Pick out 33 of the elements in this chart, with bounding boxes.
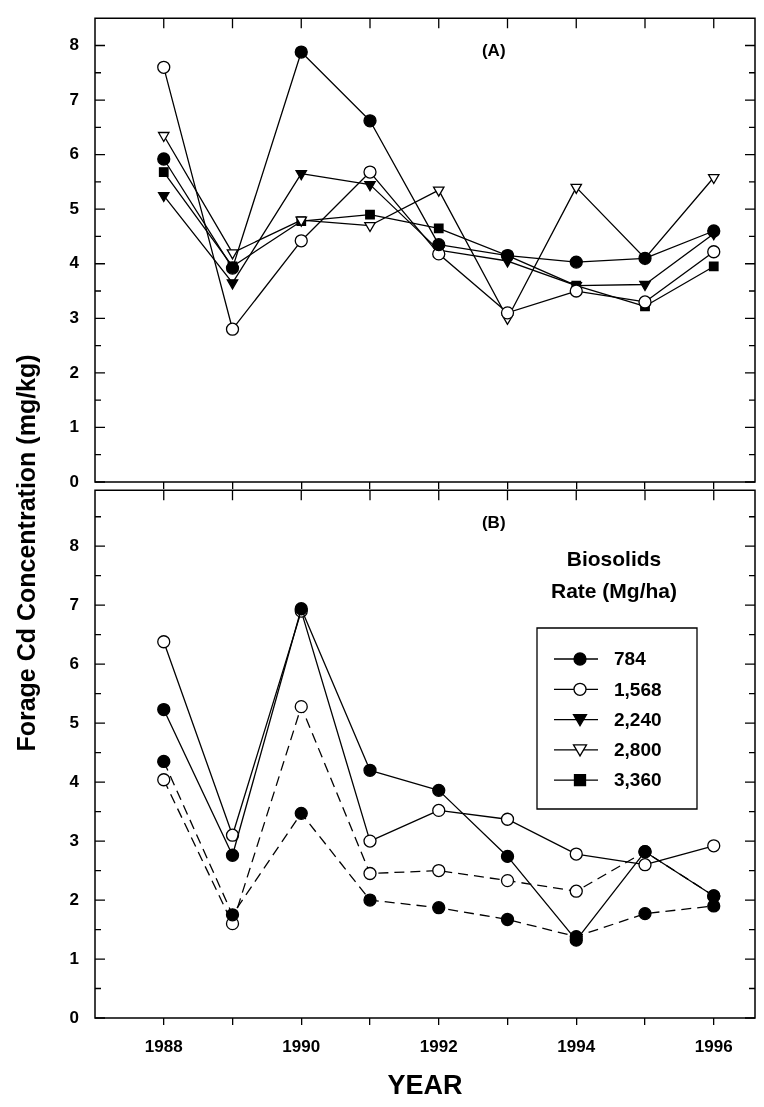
y-tick-label: 0 xyxy=(69,471,79,491)
y-tick-label: 6 xyxy=(69,144,79,164)
legend-label: 784 xyxy=(614,648,647,670)
y-tick-label: 1 xyxy=(69,948,79,968)
x-tick-label: 1988 xyxy=(144,1036,183,1056)
y-tick-label: 4 xyxy=(69,253,80,273)
y-tick-label: 8 xyxy=(69,535,79,555)
legend-label: 2,240 xyxy=(614,708,662,730)
x-axis-title: YEAR xyxy=(387,1070,463,1101)
y-tick-label: 2 xyxy=(69,362,79,382)
y-tick-label: 5 xyxy=(69,712,79,732)
y-tick-label: 3 xyxy=(69,307,79,327)
y-tick-label: 0 xyxy=(69,1007,79,1027)
x-tick-label: 1990 xyxy=(282,1036,321,1056)
x-tick-label: 1994 xyxy=(557,1036,596,1056)
y-tick-label: 2 xyxy=(69,889,79,909)
y-tick-label: 8 xyxy=(69,35,79,55)
y-tick-label: 6 xyxy=(69,653,79,673)
legend-label: 1,568 xyxy=(614,678,662,700)
y-tick-label: 7 xyxy=(69,594,79,614)
text: (B) xyxy=(481,512,506,532)
y-tick-label: 5 xyxy=(69,198,79,218)
y-tick-label: 4 xyxy=(69,771,80,791)
y-tick-label: 7 xyxy=(69,89,79,109)
legend-label: 2,800 xyxy=(614,739,662,761)
y-tick-label: 3 xyxy=(69,830,79,850)
x-tick-label: 1992 xyxy=(419,1036,458,1056)
text: (A) xyxy=(481,40,506,60)
x-tick-label: 1996 xyxy=(694,1036,733,1056)
legend-label: 3,360 xyxy=(614,769,662,791)
legend-title: Biosolids Rate (Mg/ha) xyxy=(551,546,677,602)
y-axis-title: Forage Cd Concentration (mg/kg) xyxy=(11,354,41,752)
y-tick-label: 1 xyxy=(69,417,79,437)
